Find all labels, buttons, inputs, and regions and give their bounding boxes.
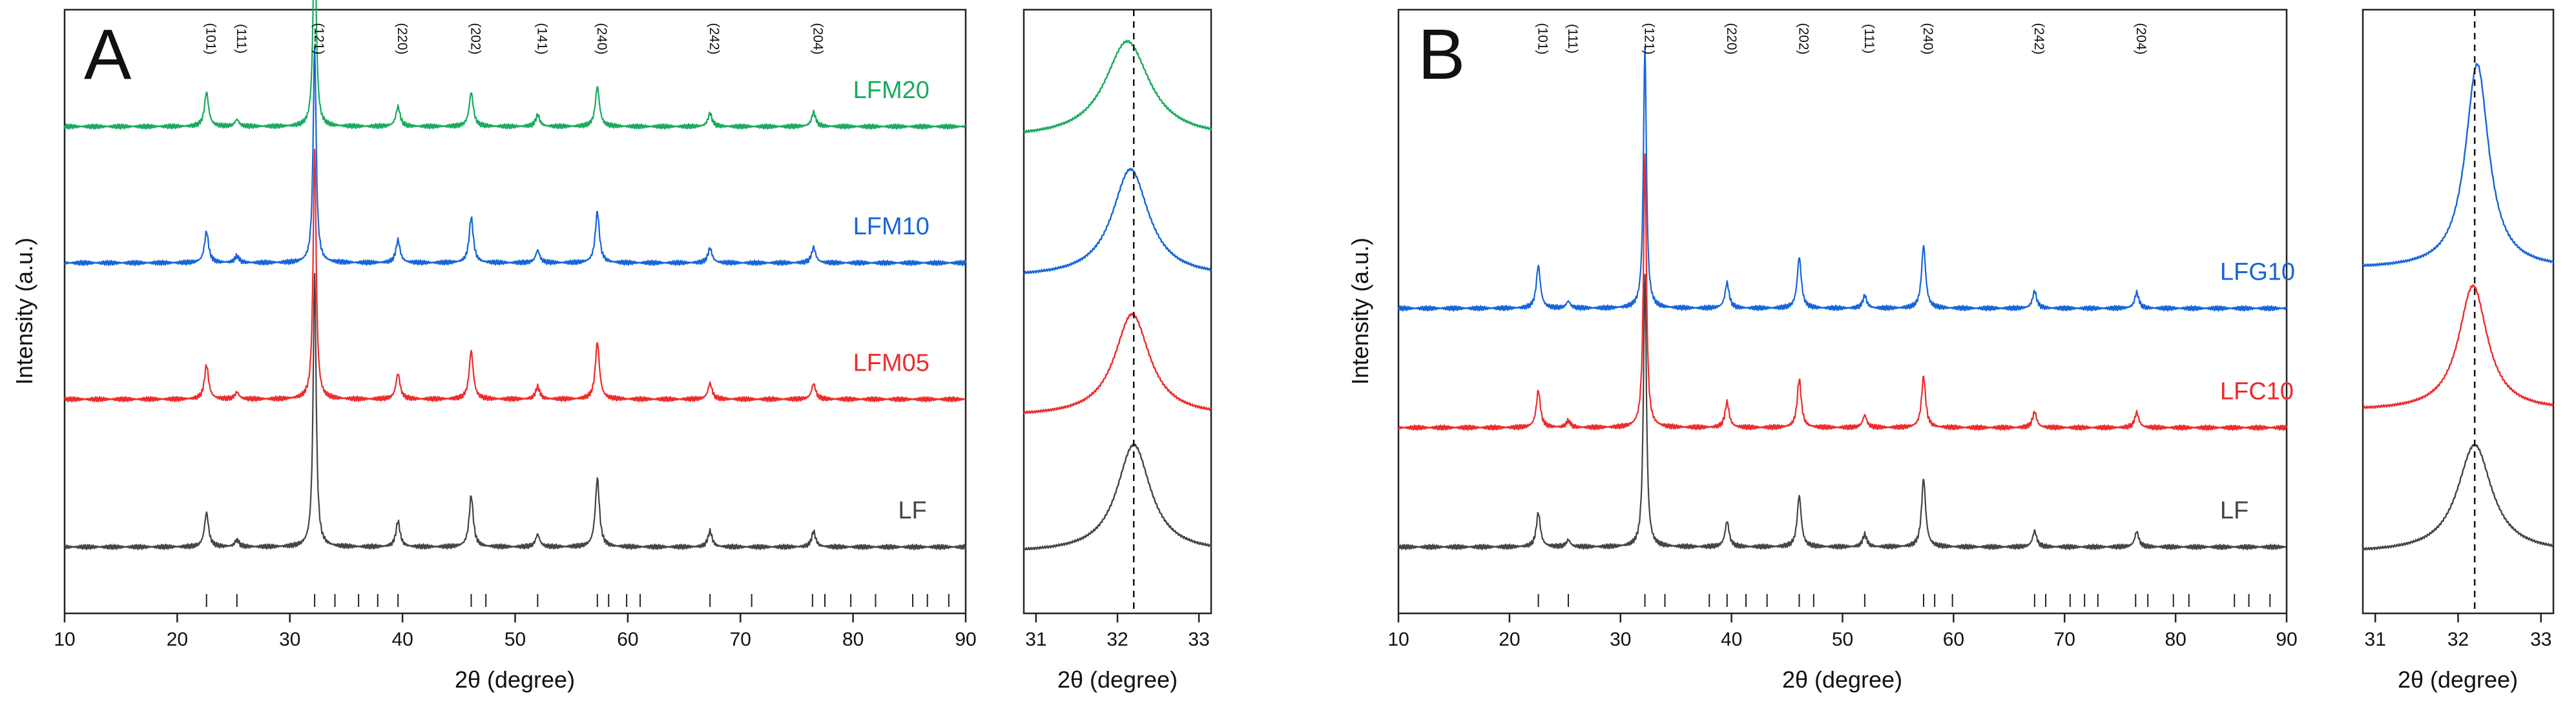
panel-b-hkl-label: (111) [1862,24,1876,54]
panel-a-series-lfm20 [63,0,966,130]
panel-a-x-tick-label: 60 [617,629,638,650]
panel-a-hkl-label: (242) [707,23,722,54]
panel-a-x-tick-label: 70 [730,629,751,650]
panel-a-hkl-label: (204) [811,23,826,54]
panel-a-hkl-label: (240) [594,23,609,54]
panel-a-hkl-label: (101) [203,23,218,54]
panel-a-zoom-frame [1023,8,1212,615]
panel-b-series-lfc10 [1398,153,2288,431]
panel-a-zoom-x-tick-label: 33 [1188,629,1209,650]
panel-a-hkl-label: (220) [395,23,410,54]
panel-b-zoom-series-lf [2362,443,2554,551]
panel-a-hkl-label: (141) [534,23,549,54]
panel-b-hkl-label: (240) [1920,23,1935,54]
panel-a-hkl-label: (111) [234,24,249,54]
panel-b-y-axis-title: Intensity (a.u.) [1347,238,1373,385]
panel-a-main-frame [63,8,967,615]
panel-a-letter: A [84,15,132,94]
panel-b-x-tick-label: 40 [1721,629,1742,650]
panel-a-series-lfm10 [64,45,967,267]
panel-a-hkl-label: (202) [468,23,483,54]
panel-a-zoom-series-lfm20 [1023,39,1212,134]
panel-a-zoom-x-tick-label: 31 [1025,629,1046,650]
panel-b-hkl-label: (202) [1796,23,1811,54]
panel-b-hkl-label: (121) [1642,23,1657,54]
panel-b-x-tick-label: 20 [1499,629,1520,650]
panel-b-hkl-label: (242) [2031,23,2046,54]
panel-a-zoom-x-axis-title: 2θ (degree) [1057,666,1178,693]
panel-b-zoom-x-axis-title: 2θ (degree) [2398,666,2518,693]
panel-b-zoom-x-tick-label: 33 [2530,629,2551,650]
panel-a: A (101) (111) (121) (220) (202) (141) (240) (24… [11,0,1212,693]
panel-b-x-tick-label: 60 [1943,629,1964,650]
panel-b-series-label-lf: LF [2220,497,2249,524]
panel-a-x-tick-label: 80 [842,629,864,650]
panel-b-main-frame [1397,8,2288,615]
panel-a-x-tick-label: 10 [54,629,75,650]
panel-b-x-axis-title: 2θ (degree) [1782,666,1902,693]
panel-a-y-axis-title: Intensity (a.u.) [11,238,37,385]
panel-a-x-tick-label: 50 [504,629,526,650]
panel-b-series-lfg10 [1397,46,2287,312]
panel-b-x-tick-label: 80 [2165,629,2186,650]
panel-b-hkl-label: (204) [2134,23,2148,54]
panel-b-zoom-series-lfc10 [2362,284,2555,409]
panel-b-series-lf [1397,274,2287,551]
panel-b-x-tick-label: 50 [1832,629,1853,650]
panel-a-zoom-series-lf [1023,443,1212,551]
panel-b-zoom-x-tick-label: 31 [2365,629,2386,650]
panel-a-series-lf [64,272,967,551]
panel-b-zoom-series-lfg10 [2362,63,2555,267]
panel-b-zoom-frame [2362,8,2555,615]
panel-b-series-label-lfc10: LFC10 [2220,378,2294,405]
panel-a-zoom-series-lfm05 [1023,312,1212,414]
panel-b: B (101) (111) (121) (220) (202) (111) (240) (24… [1347,8,2555,693]
panel-b-series-label-lfg10: LFG10 [2220,259,2295,286]
panel-a-series-lfm05 [63,148,966,403]
panel-b-x-tick-label: 30 [1610,629,1631,650]
panel-a-x-tick-label: 20 [167,629,188,650]
panel-a-series-label-lfm10: LFM10 [853,213,930,240]
panel-a-main-plot: A (101) (111) (121) (220) (202) (141) (240) (24… [11,0,977,693]
panel-a-series-label-lfm20: LFM20 [853,77,930,104]
panel-b-hkl-label: (101) [1535,23,1550,54]
panel-a-x-tick-label: 90 [955,629,976,650]
panel-a-x-tick-label: 40 [391,629,413,650]
panel-b-x-tick-label: 10 [1387,629,1409,650]
panel-b-zoom-plot: 31 32 33 2θ (degree) [2362,8,2555,693]
panel-b-zoom-x-tick-label: 32 [2447,629,2469,650]
panel-a-series-label-lf: LF [898,497,926,524]
panel-b-x-tick-label: 90 [2276,629,2297,650]
panel-b-hkl-label: (220) [1724,23,1739,54]
panel-a-x-tick-label: 30 [279,629,300,650]
panel-a-series-label-lfm05: LFM05 [853,349,930,376]
panel-a-x-axis-title: 2θ (degree) [455,666,575,693]
panel-a-zoom-series-lfm10 [1023,167,1212,274]
panel-a-zoom-plot: 31 32 33 2θ (degree) [1023,8,1212,693]
panel-a-hkl-label: (121) [311,23,326,54]
panel-b-main-plot: B (101) (111) (121) (220) (202) (111) (240) (24… [1347,8,2298,693]
panel-a-zoom-x-tick-label: 32 [1106,629,1128,650]
panel-b-x-tick-label: 70 [2054,629,2075,650]
panel-b-letter: B [1418,15,1465,94]
panel-b-hkl-label: (111) [1565,24,1580,54]
